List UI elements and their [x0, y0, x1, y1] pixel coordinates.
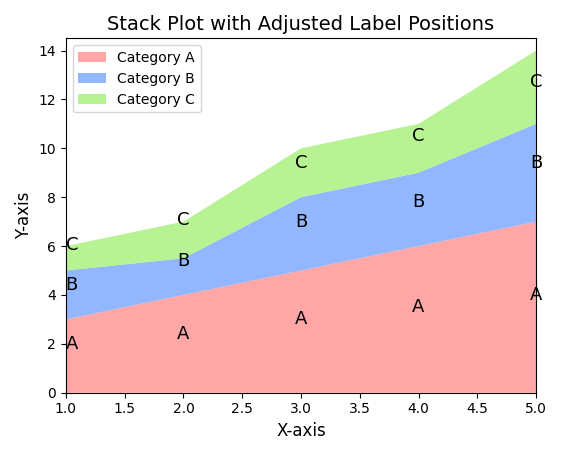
Text: B: B [413, 193, 425, 211]
Text: A: A [413, 298, 425, 316]
Text: A: A [177, 325, 189, 343]
Text: C: C [66, 236, 78, 254]
Text: B: B [66, 276, 78, 294]
Text: B: B [178, 252, 189, 270]
Text: C: C [413, 127, 425, 145]
Text: A: A [530, 286, 542, 304]
Y-axis label: Y-axis: Y-axis [15, 192, 33, 239]
Text: C: C [530, 73, 542, 91]
Text: A: A [295, 310, 307, 329]
Title: Stack Plot with Adjusted Label Positions: Stack Plot with Adjusted Label Positions [107, 15, 495, 34]
Text: C: C [177, 212, 190, 229]
Text: C: C [294, 154, 307, 172]
Text: B: B [295, 212, 307, 231]
Legend: Category A, Category B, Category C: Category A, Category B, Category C [73, 46, 201, 112]
Text: A: A [66, 335, 78, 353]
X-axis label: X-axis: X-axis [276, 422, 326, 440]
Text: B: B [530, 154, 542, 172]
